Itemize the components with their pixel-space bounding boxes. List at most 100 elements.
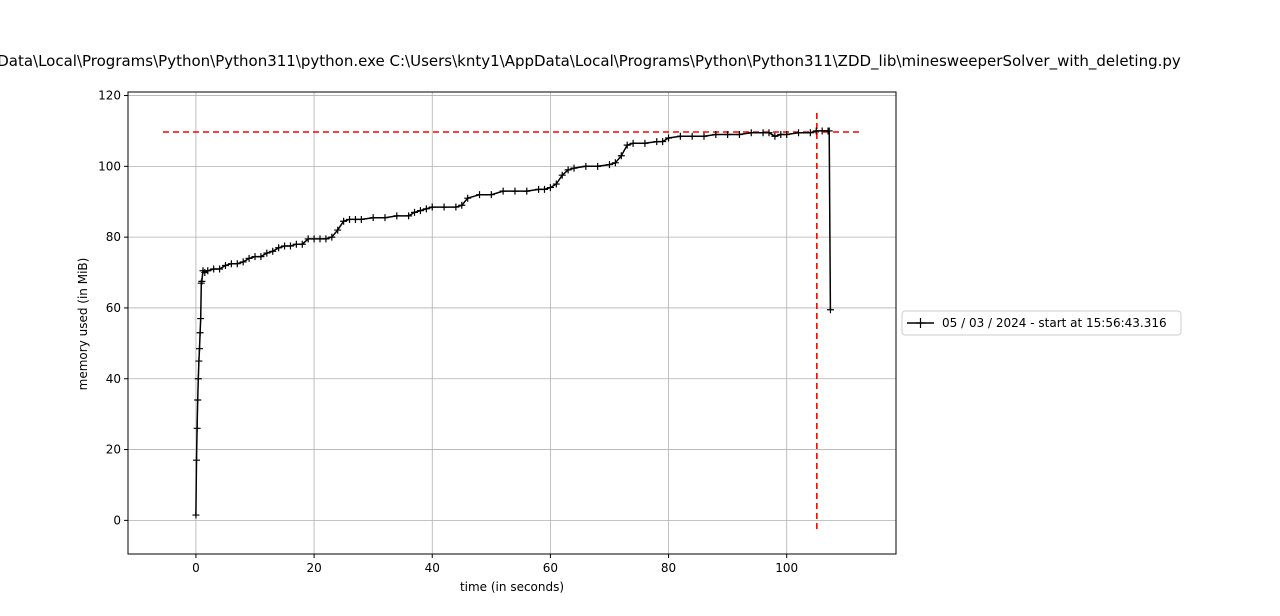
data-point [659,138,667,146]
data-point [825,127,833,135]
data-point [765,129,773,137]
data-point [570,164,578,172]
data-point [676,132,684,140]
y-tick-label: 40 [106,372,121,386]
data-point [416,207,424,215]
data-point [594,162,602,170]
data-point [193,456,201,464]
data-point [346,215,354,223]
data-point [393,212,401,220]
data-point [193,424,201,432]
data-point [198,277,206,285]
data-point [221,261,229,269]
x-tick-label: 0 [192,561,200,575]
data-point [194,375,202,383]
data-point [535,185,543,193]
data-point [196,329,204,337]
data-point [546,184,554,192]
data-point [777,130,785,138]
data-point [712,130,720,138]
data-point [210,265,218,273]
data-point [458,201,466,209]
data-point [759,129,767,137]
series-line [195,130,832,516]
data-point [340,217,348,225]
y-tick-label: 20 [106,443,121,457]
data-point [665,134,673,142]
y-tick-label: 60 [106,301,121,315]
data-point [245,254,253,262]
data-point [351,215,359,223]
data-point [328,233,336,241]
legend-label: 05 / 03 / 2024 - start at 15:56:43.316 [942,316,1167,330]
y-tick-label: 0 [113,513,121,527]
x-tick-label: 20 [306,561,321,575]
data-point [310,235,318,243]
chart-title: Data\Local\Programs\Python\Python311\pyt… [0,52,1181,71]
data-point [286,242,294,250]
data-point [257,253,265,261]
data-point [281,242,289,250]
data-point [688,132,696,140]
data-point [316,235,324,243]
data-point [826,306,834,314]
legend-marker-swatch [915,318,926,328]
x-tick-label: 40 [425,561,440,575]
data-point [653,138,661,146]
data-point [641,139,649,147]
data-point [233,260,241,268]
data-point [195,357,203,365]
data-point [724,130,732,138]
data-point [194,396,202,404]
data-point [381,214,389,222]
data-point [440,203,448,211]
data-point [783,130,791,138]
x-tick-label: 80 [661,561,676,575]
data-point [605,161,613,169]
data-point [369,214,377,222]
data-point [227,260,235,268]
data-point [422,205,430,213]
data-point [735,130,743,138]
data-point [511,187,519,195]
axis-ticks: 0 20 40 60 80 100 0 20 40 60 80 100 120 [98,89,798,575]
data-point [275,244,283,252]
data-point [582,162,590,170]
data-point [818,127,826,135]
data-point [192,511,200,519]
reference-lines [163,113,860,533]
data-point [487,191,495,199]
data-point [357,215,365,223]
data-point [558,171,566,179]
data-point [476,191,484,199]
data-point [552,180,560,188]
data-point [195,345,203,353]
data-point [428,203,436,211]
data-point [806,129,814,137]
data-point [623,141,631,149]
data-point [292,240,300,248]
legend: 05 / 03 / 2024 - start at 15:56:43.316 [901,310,1182,336]
grid [128,92,896,554]
data-point [322,235,330,243]
data-point [197,315,205,323]
legend-frame [901,310,1182,336]
y-tick-label: 100 [98,159,121,173]
data-point [700,132,708,140]
data-point [812,127,820,135]
y-tick-label: 80 [106,230,121,244]
data-point [499,187,507,195]
data-point [771,132,779,140]
data-point [611,159,619,167]
x-axis-label: time (in seconds) [460,580,564,594]
data-point [405,212,413,220]
data-point [334,226,342,234]
data-point [617,152,625,160]
data-point [269,247,277,255]
data-point [464,194,472,202]
y-axis-label: memory used (in MiB) [76,258,90,391]
y-tick-label: 120 [98,89,121,103]
plot-frame [127,91,897,555]
data-point [239,258,247,266]
series-layer [192,127,834,519]
